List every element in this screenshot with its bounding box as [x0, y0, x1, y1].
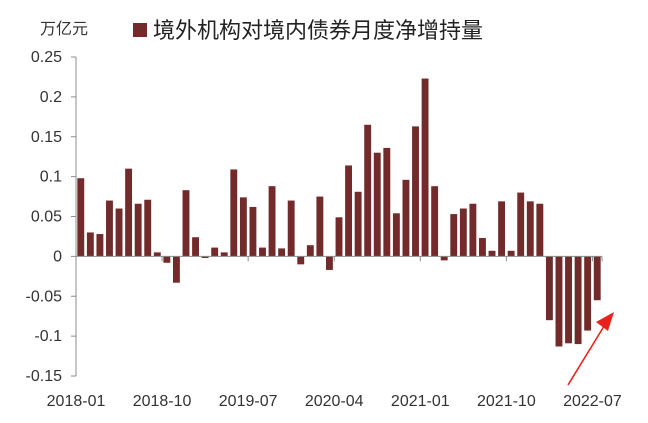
y-tick-label: 0.05 — [31, 209, 62, 226]
bar — [507, 250, 515, 257]
x-tick-label: 2018-10 — [133, 393, 192, 410]
bar — [450, 214, 458, 257]
y-tick-label: -0.05 — [26, 288, 63, 305]
bar — [545, 256, 553, 321]
bar — [134, 203, 142, 257]
bar — [268, 186, 276, 257]
y-tick-label: 0.15 — [31, 129, 62, 146]
bar — [392, 213, 400, 257]
bar — [488, 250, 496, 257]
bar — [144, 199, 152, 257]
bar — [412, 126, 419, 257]
bar — [249, 206, 257, 257]
bar — [440, 256, 448, 261]
y-axis: 0.25 0.2 0.15 0.1 0.05 0 -0.05 -0.1 -0.15 — [26, 49, 76, 385]
y-tick-label: 0.1 — [40, 169, 62, 186]
bar — [584, 256, 592, 331]
bar — [593, 256, 601, 301]
x-axis: 2018-01 2018-10 2019-07 2020-04 2021-01 2021-… — [47, 256, 622, 410]
bar — [345, 165, 353, 257]
bar-series — [77, 78, 601, 347]
y-tick-label: 0.25 — [31, 49, 62, 66]
bar — [469, 203, 477, 257]
legend-swatch — [133, 23, 147, 37]
bar — [239, 197, 247, 257]
bar — [115, 208, 123, 257]
bar — [536, 203, 544, 257]
bar — [316, 196, 324, 257]
x-tick-label: 2020-04 — [305, 393, 364, 410]
bar — [526, 201, 534, 257]
bar — [325, 256, 333, 270]
legend-label: 境外机构对境内债券月度净增持量 — [153, 18, 483, 43]
bar — [192, 237, 199, 257]
bar — [153, 252, 161, 257]
bar — [163, 256, 171, 263]
y-tick-label: 0.2 — [40, 89, 62, 106]
y-axis-unit-label: 万亿元 — [40, 20, 88, 38]
x-tick-label: 2021-10 — [477, 393, 536, 410]
bar — [172, 256, 180, 283]
bar — [77, 178, 85, 257]
bar — [259, 247, 266, 257]
bar — [201, 256, 209, 258]
bar — [373, 152, 381, 257]
bar — [459, 208, 467, 257]
bar — [517, 192, 525, 257]
bar — [402, 179, 410, 257]
bar — [565, 256, 572, 344]
bar — [287, 200, 295, 257]
bar — [125, 168, 133, 257]
y-tick-label: 0 — [53, 248, 62, 265]
bar — [431, 186, 439, 257]
bar — [479, 238, 486, 257]
bar — [335, 217, 343, 257]
red-arrow-annotation — [567, 312, 614, 386]
y-tick-label: -0.1 — [34, 328, 62, 345]
x-tick-label: 2019-07 — [219, 393, 278, 410]
bar — [574, 256, 582, 345]
bar — [354, 191, 362, 257]
y-tick-label: -0.15 — [26, 368, 63, 385]
x-tick-label: 2018-01 — [47, 393, 106, 410]
bar — [230, 169, 238, 257]
x-tick-label: 2021-01 — [391, 393, 450, 410]
bar — [211, 247, 219, 257]
bar — [220, 252, 228, 257]
legend: 境外机构对境内债券月度净增持量 — [133, 18, 483, 43]
bar — [106, 200, 113, 257]
bar — [364, 124, 372, 257]
bar — [306, 245, 314, 257]
bar — [182, 190, 190, 257]
bar — [96, 234, 104, 257]
bar — [421, 78, 429, 257]
bar — [555, 256, 563, 347]
bar — [86, 232, 94, 257]
bar — [297, 256, 305, 265]
x-tick-label: 2022-07 — [563, 393, 622, 410]
bar — [498, 201, 506, 257]
bar — [278, 248, 286, 257]
bar — [383, 147, 391, 257]
